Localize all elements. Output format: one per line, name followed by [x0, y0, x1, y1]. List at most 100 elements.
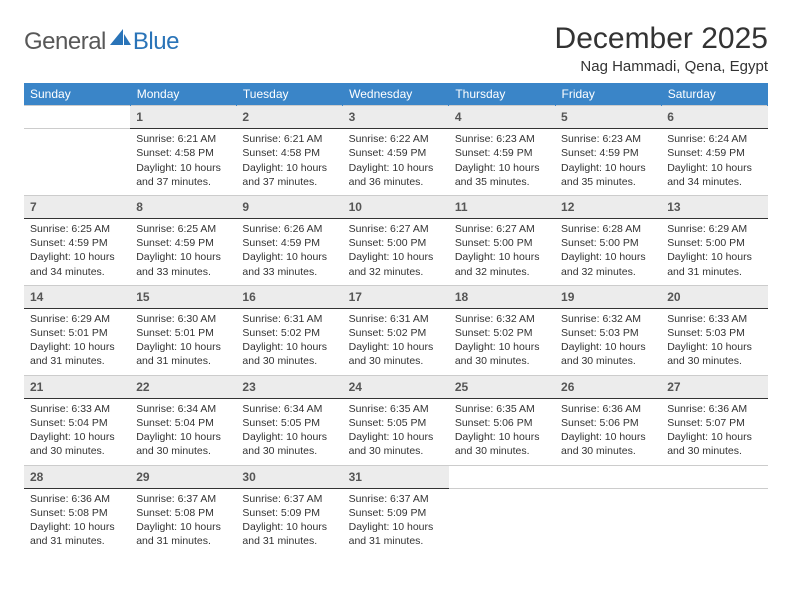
- daylight-line: Daylight: 10 hours and 31 minutes.: [136, 520, 230, 548]
- daylight-line: Daylight: 10 hours and 30 minutes.: [30, 430, 124, 458]
- day-number-cell: 16: [236, 285, 342, 308]
- sunset-line: Sunset: 4:59 PM: [136, 236, 230, 250]
- sunset-line: Sunset: 5:01 PM: [30, 326, 124, 340]
- day-content-cell: Sunrise: 6:27 AMSunset: 5:00 PMDaylight:…: [343, 219, 449, 286]
- day-content-row: Sunrise: 6:29 AMSunset: 5:01 PMDaylight:…: [24, 308, 768, 375]
- sunset-line: Sunset: 5:08 PM: [136, 506, 230, 520]
- day-content-cell: Sunrise: 6:37 AMSunset: 5:09 PMDaylight:…: [236, 488, 342, 554]
- daylight-line: Daylight: 10 hours and 34 minutes.: [667, 161, 761, 189]
- day-content-cell: Sunrise: 6:32 AMSunset: 5:02 PMDaylight:…: [449, 308, 555, 375]
- sunset-line: Sunset: 4:59 PM: [667, 146, 761, 160]
- day-content-row: Sunrise: 6:33 AMSunset: 5:04 PMDaylight:…: [24, 398, 768, 465]
- day-content-cell: Sunrise: 6:35 AMSunset: 5:06 PMDaylight:…: [449, 398, 555, 465]
- day-number-cell: 13: [661, 195, 767, 218]
- day-number-cell: 21: [24, 375, 130, 398]
- day-content-cell: Sunrise: 6:30 AMSunset: 5:01 PMDaylight:…: [130, 308, 236, 375]
- weekday-header: Tuesday: [236, 83, 342, 106]
- sunset-line: Sunset: 5:06 PM: [561, 416, 655, 430]
- sunset-line: Sunset: 5:03 PM: [667, 326, 761, 340]
- daylight-line: Daylight: 10 hours and 36 minutes.: [349, 161, 443, 189]
- day-number-row: 28293031: [24, 465, 768, 488]
- day-number-cell: 1: [130, 106, 236, 129]
- day-content-cell: Sunrise: 6:21 AMSunset: 4:58 PMDaylight:…: [236, 129, 342, 196]
- daylight-line: Daylight: 10 hours and 30 minutes.: [455, 430, 549, 458]
- day-content-cell: [449, 488, 555, 554]
- sunset-line: Sunset: 5:05 PM: [242, 416, 336, 430]
- day-content-row: Sunrise: 6:36 AMSunset: 5:08 PMDaylight:…: [24, 488, 768, 554]
- sunrise-line: Sunrise: 6:31 AM: [242, 312, 336, 326]
- sunrise-line: Sunrise: 6:27 AM: [455, 222, 549, 236]
- day-content-cell: Sunrise: 6:31 AMSunset: 5:02 PMDaylight:…: [236, 308, 342, 375]
- day-number-cell: 27: [661, 375, 767, 398]
- logo-text-1: General: [24, 28, 106, 56]
- sunset-line: Sunset: 4:59 PM: [455, 146, 549, 160]
- day-content-cell: [24, 129, 130, 196]
- day-number-cell: 14: [24, 285, 130, 308]
- weekday-header: Wednesday: [343, 83, 449, 106]
- sunset-line: Sunset: 5:02 PM: [242, 326, 336, 340]
- day-content-cell: Sunrise: 6:24 AMSunset: 4:59 PMDaylight:…: [661, 129, 767, 196]
- day-content-cell: Sunrise: 6:23 AMSunset: 4:59 PMDaylight:…: [555, 129, 661, 196]
- sunrise-line: Sunrise: 6:34 AM: [136, 402, 230, 416]
- day-number-cell: 22: [130, 375, 236, 398]
- weekday-header: Saturday: [661, 83, 767, 106]
- day-number-row: 78910111213: [24, 195, 768, 218]
- sunset-line: Sunset: 4:59 PM: [561, 146, 655, 160]
- sunrise-line: Sunrise: 6:27 AM: [349, 222, 443, 236]
- sunrise-line: Sunrise: 6:32 AM: [455, 312, 549, 326]
- sunset-line: Sunset: 5:05 PM: [349, 416, 443, 430]
- day-content-cell: [661, 488, 767, 554]
- weekday-header: Sunday: [24, 83, 130, 106]
- sunrise-line: Sunrise: 6:30 AM: [136, 312, 230, 326]
- day-content-cell: Sunrise: 6:23 AMSunset: 4:59 PMDaylight:…: [449, 129, 555, 196]
- sunrise-line: Sunrise: 6:37 AM: [349, 492, 443, 506]
- logo: General Blue: [24, 22, 179, 56]
- day-content-cell: Sunrise: 6:34 AMSunset: 5:05 PMDaylight:…: [236, 398, 342, 465]
- day-content-cell: Sunrise: 6:32 AMSunset: 5:03 PMDaylight:…: [555, 308, 661, 375]
- logo-sail-icon: [110, 27, 132, 52]
- logo-text-2: Blue: [133, 28, 179, 56]
- weekday-header: Thursday: [449, 83, 555, 106]
- day-content-cell: Sunrise: 6:29 AMSunset: 5:00 PMDaylight:…: [661, 219, 767, 286]
- day-content-cell: Sunrise: 6:25 AMSunset: 4:59 PMDaylight:…: [24, 219, 130, 286]
- daylight-line: Daylight: 10 hours and 34 minutes.: [30, 250, 124, 278]
- header: General Blue December 2025 Nag Hammadi, …: [24, 22, 768, 75]
- sunrise-line: Sunrise: 6:36 AM: [30, 492, 124, 506]
- day-content-cell: Sunrise: 6:33 AMSunset: 5:04 PMDaylight:…: [24, 398, 130, 465]
- sunset-line: Sunset: 5:02 PM: [455, 326, 549, 340]
- sunset-line: Sunset: 5:02 PM: [349, 326, 443, 340]
- sunset-line: Sunset: 5:04 PM: [30, 416, 124, 430]
- daylight-line: Daylight: 10 hours and 30 minutes.: [349, 430, 443, 458]
- day-number-cell: [449, 465, 555, 488]
- day-content-cell: Sunrise: 6:35 AMSunset: 5:05 PMDaylight:…: [343, 398, 449, 465]
- sunrise-line: Sunrise: 6:24 AM: [667, 132, 761, 146]
- sunset-line: Sunset: 5:03 PM: [561, 326, 655, 340]
- sunrise-line: Sunrise: 6:35 AM: [455, 402, 549, 416]
- day-number-cell: 7: [24, 195, 130, 218]
- daylight-line: Daylight: 10 hours and 31 minutes.: [242, 520, 336, 548]
- day-number-cell: [24, 106, 130, 129]
- day-content-cell: Sunrise: 6:26 AMSunset: 4:59 PMDaylight:…: [236, 219, 342, 286]
- day-number-cell: [661, 465, 767, 488]
- daylight-line: Daylight: 10 hours and 30 minutes.: [242, 340, 336, 368]
- sunrise-line: Sunrise: 6:36 AM: [667, 402, 761, 416]
- sunrise-line: Sunrise: 6:21 AM: [136, 132, 230, 146]
- daylight-line: Daylight: 10 hours and 30 minutes.: [455, 340, 549, 368]
- day-content-cell: Sunrise: 6:36 AMSunset: 5:07 PMDaylight:…: [661, 398, 767, 465]
- sunset-line: Sunset: 5:09 PM: [349, 506, 443, 520]
- day-number-cell: 25: [449, 375, 555, 398]
- sunrise-line: Sunrise: 6:33 AM: [30, 402, 124, 416]
- daylight-line: Daylight: 10 hours and 32 minutes.: [561, 250, 655, 278]
- day-content-cell: Sunrise: 6:25 AMSunset: 4:59 PMDaylight:…: [130, 219, 236, 286]
- day-content-cell: Sunrise: 6:21 AMSunset: 4:58 PMDaylight:…: [130, 129, 236, 196]
- sunset-line: Sunset: 4:58 PM: [242, 146, 336, 160]
- sunrise-line: Sunrise: 6:34 AM: [242, 402, 336, 416]
- day-number-cell: 26: [555, 375, 661, 398]
- sunset-line: Sunset: 5:00 PM: [455, 236, 549, 250]
- day-number-cell: 15: [130, 285, 236, 308]
- day-number-cell: [555, 465, 661, 488]
- sunrise-line: Sunrise: 6:33 AM: [667, 312, 761, 326]
- daylight-line: Daylight: 10 hours and 31 minutes.: [349, 520, 443, 548]
- daylight-line: Daylight: 10 hours and 30 minutes.: [349, 340, 443, 368]
- day-number-cell: 18: [449, 285, 555, 308]
